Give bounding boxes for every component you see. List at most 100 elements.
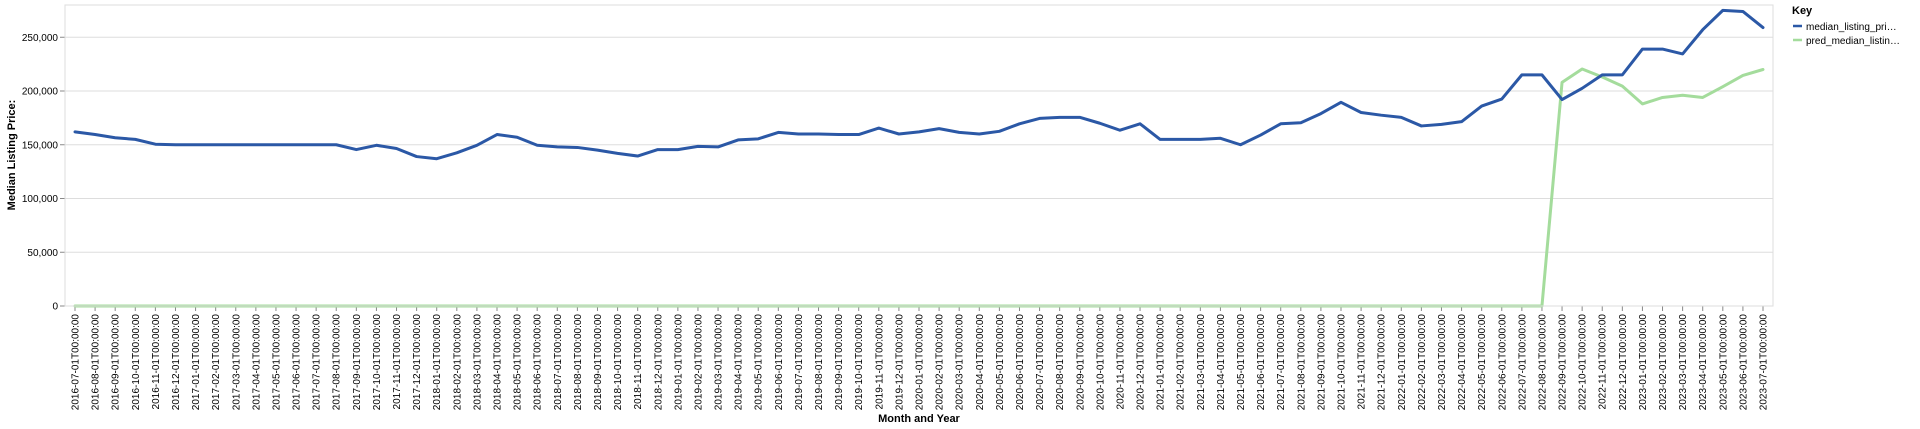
x-tick-label: 2019-09-01T00:00:00 [834, 314, 845, 411]
x-tick-label: 2019-03-01T00:00:00 [714, 314, 725, 411]
x-tick-label: 2018-06-01T00:00:00 [533, 314, 544, 411]
x-tick-label: 2017-05-01T00:00:00 [271, 314, 282, 411]
x-tick-label: 2018-07-01T00:00:00 [553, 314, 564, 411]
x-tick-label: 2021-07-01T00:00:00 [1276, 314, 1287, 411]
y-tick-label: 0 [52, 302, 58, 313]
x-tick-label: 2023-01-01T00:00:00 [1638, 314, 1649, 411]
y-tick-label: 100,000 [22, 194, 59, 205]
x-tick-label: 2017-07-01T00:00:00 [312, 314, 323, 411]
x-tick-label: 2016-08-01T00:00:00 [91, 314, 102, 411]
x-tick-label: 2017-09-01T00:00:00 [352, 314, 363, 411]
x-tick-label: 2021-04-01T00:00:00 [1216, 314, 1227, 411]
y-tick-label: 250,000 [22, 33, 59, 44]
legend-item-median-listing-price[interactable]: median_listing_pri… [1793, 22, 1897, 33]
legend-title: Key [1792, 5, 1813, 17]
x-tick-label: 2020-10-01T00:00:00 [1095, 314, 1106, 411]
x-tick-label: 2020-09-01T00:00:00 [1075, 314, 1086, 411]
x-tick-label: 2020-05-01T00:00:00 [995, 314, 1006, 411]
y-axis-title: Median Listing Price: [6, 100, 18, 211]
y-tick-label: 150,000 [22, 140, 59, 151]
x-tick-label: 2021-02-01T00:00:00 [1176, 314, 1187, 411]
y-axis: 0 50,000 100,000 150,000 200,000 250,000 [22, 5, 66, 313]
x-tick-label: 2022-07-01T00:00:00 [1517, 314, 1528, 411]
x-tick-label: 2018-10-01T00:00:00 [613, 314, 624, 411]
x-tick-label: 2017-03-01T00:00:00 [231, 314, 242, 411]
x-tick-label: 2021-08-01T00:00:00 [1296, 314, 1307, 411]
x-tick-label: 2019-07-01T00:00:00 [794, 314, 805, 411]
x-tick-label: 2017-06-01T00:00:00 [292, 314, 303, 411]
x-tick-label: 2021-06-01T00:00:00 [1256, 314, 1267, 411]
x-tick-label: 2018-09-01T00:00:00 [593, 314, 604, 411]
x-tick-label: 2020-06-01T00:00:00 [1015, 314, 1026, 411]
x-tick-label: 2019-10-01T00:00:00 [854, 314, 865, 411]
x-tick-label: 2020-04-01T00:00:00 [975, 314, 986, 411]
x-tick-label: 2023-07-01T00:00:00 [1759, 314, 1770, 411]
x-tick-label: 2021-01-01T00:00:00 [1156, 314, 1167, 411]
x-tick-label: 2019-08-01T00:00:00 [814, 314, 825, 411]
x-tick-label: 2022-11-01T00:00:00 [1598, 314, 1609, 410]
series-line-0[interactable] [73, 8, 1765, 161]
x-tick-label: 2018-03-01T00:00:00 [472, 314, 483, 411]
legend-item-pred-median-listing-price[interactable]: pred_median_listin… [1793, 36, 1900, 47]
x-tick-label: 2017-02-01T00:00:00 [211, 314, 222, 411]
x-tick-label: 2022-10-01T00:00:00 [1578, 314, 1589, 411]
legend-label-median-listing-price: median_listing_pri… [1806, 22, 1897, 33]
legend: Key median_listing_pri… pred_median_list… [1792, 5, 1900, 47]
x-tick-label: 2019-11-01T00:00:00 [874, 314, 885, 410]
x-tick-label: 2017-08-01T00:00:00 [332, 314, 343, 411]
x-tick-label: 2019-02-01T00:00:00 [693, 314, 704, 411]
x-tick-label: 2019-05-01T00:00:00 [754, 314, 765, 411]
x-tick-label: 2023-03-01T00:00:00 [1678, 314, 1689, 411]
y-gridlines [65, 36, 1773, 307]
x-tick-label: 2022-05-01T00:00:00 [1477, 314, 1488, 411]
x-tick-label: 2017-10-01T00:00:00 [372, 314, 383, 411]
x-tick-label: 2019-04-01T00:00:00 [734, 314, 745, 411]
x-tick-label: 2022-03-01T00:00:00 [1437, 314, 1448, 411]
x-tick-label: 2020-12-01T00:00:00 [1136, 314, 1147, 411]
x-tick-label: 2018-11-01T00:00:00 [633, 314, 644, 410]
x-tick-label: 2023-04-01T00:00:00 [1698, 314, 1709, 411]
x-tick-label: 2019-01-01T00:00:00 [673, 314, 684, 411]
x-tick-label: 2017-11-01T00:00:00 [392, 314, 403, 410]
x-tick-label: 2017-12-01T00:00:00 [412, 314, 423, 411]
plot-frame [64, 4, 1774, 307]
x-tick-label: 2020-07-01T00:00:00 [1035, 314, 1046, 411]
x-tick-label: 2019-06-01T00:00:00 [774, 314, 785, 411]
x-tick-label: 2020-02-01T00:00:00 [935, 314, 946, 411]
x-tick-label: 2016-12-01T00:00:00 [171, 314, 182, 411]
x-tick-label: 2016-10-01T00:00:00 [131, 314, 142, 411]
x-tick-label: 2022-02-01T00:00:00 [1417, 314, 1428, 411]
x-tick-label: 2023-06-01T00:00:00 [1738, 314, 1749, 411]
x-tick-label: 2016-07-01T00:00:00 [71, 314, 82, 411]
x-tick-label: 2020-08-01T00:00:00 [1055, 314, 1066, 411]
x-tick-label: 2018-08-01T00:00:00 [573, 314, 584, 411]
legend-label-pred-median-listing-price: pred_median_listin… [1806, 36, 1900, 47]
x-tick-label: 2022-04-01T00:00:00 [1457, 314, 1468, 411]
x-tick-label: 2016-09-01T00:00:00 [111, 314, 122, 411]
y-tick-label: 50,000 [27, 248, 58, 259]
x-tick-label: 2021-12-01T00:00:00 [1377, 314, 1388, 411]
x-tick-label: 2023-02-01T00:00:00 [1658, 314, 1669, 411]
series-line-1[interactable] [73, 67, 1765, 308]
x-tick-label: 2021-11-01T00:00:00 [1357, 314, 1368, 410]
x-tick-label: 2022-12-01T00:00:00 [1618, 314, 1629, 411]
x-tick-label: 2021-10-01T00:00:00 [1337, 314, 1348, 411]
x-tick-label: 2021-09-01T00:00:00 [1316, 314, 1327, 411]
x-tick-label: 2022-01-01T00:00:00 [1397, 314, 1408, 411]
x-tick-label: 2018-05-01T00:00:00 [513, 314, 524, 411]
x-axis-title: Month and Year [878, 413, 960, 425]
x-tick-label: 2018-04-01T00:00:00 [493, 314, 504, 411]
x-tick-label: 2018-01-01T00:00:00 [432, 314, 443, 411]
x-tick-label: 2020-03-01T00:00:00 [955, 314, 966, 411]
x-axis: 2016-07-01T00:00:00 2016-08-01T00:00:00 20… [65, 305, 1773, 411]
x-tick-label: 2020-01-01T00:00:00 [915, 314, 926, 411]
x-tick-label: 2018-02-01T00:00:00 [452, 314, 463, 411]
x-tick-label: 2020-11-01T00:00:00 [1115, 314, 1126, 410]
x-tick-label: 2021-03-01T00:00:00 [1196, 314, 1207, 411]
x-tick-label: 2017-01-01T00:00:00 [191, 314, 202, 411]
x-tick-label: 2017-04-01T00:00:00 [251, 314, 262, 411]
x-tick-label: 2016-11-01T00:00:00 [151, 314, 162, 410]
series-lines [73, 8, 1765, 308]
x-tick-label: 2021-05-01T00:00:00 [1236, 314, 1247, 411]
